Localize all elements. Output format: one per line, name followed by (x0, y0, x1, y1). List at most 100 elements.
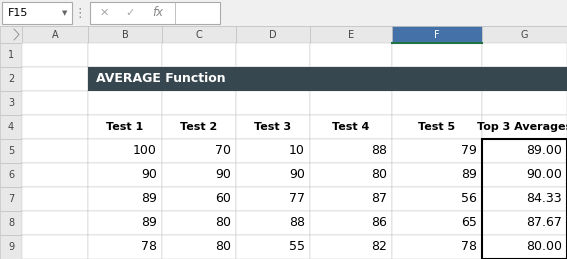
Bar (482, 187, 567, 211)
Text: 89: 89 (141, 192, 157, 205)
Text: 2: 2 (8, 74, 14, 84)
Text: Test 4: Test 4 (332, 122, 370, 132)
Bar (0, 211, 22, 235)
Bar (392, 187, 482, 211)
Text: 89.00: 89.00 (526, 145, 562, 157)
Bar (0, 91, 22, 115)
Bar (236, 139, 310, 163)
Bar (482, 163, 567, 187)
Text: ✓: ✓ (125, 8, 134, 18)
Text: 86: 86 (371, 217, 387, 229)
Text: 5: 5 (8, 146, 14, 156)
Text: 7: 7 (8, 194, 14, 204)
Bar (310, 211, 392, 235)
Text: 80: 80 (371, 169, 387, 182)
Bar (236, 235, 310, 259)
Bar (22, 139, 88, 163)
Bar (22, 235, 88, 259)
Text: Test 2: Test 2 (180, 122, 218, 132)
Bar (22, 91, 88, 115)
Text: 90: 90 (289, 169, 305, 182)
Bar (482, 235, 567, 259)
Text: 88: 88 (371, 145, 387, 157)
Text: 10: 10 (289, 145, 305, 157)
Bar (482, 211, 567, 235)
Text: 56: 56 (461, 192, 477, 205)
Bar (162, 115, 236, 139)
Bar (236, 67, 310, 91)
Bar (88, 115, 162, 139)
Bar (22, 26, 88, 43)
Text: 90: 90 (215, 169, 231, 182)
Bar (0, 115, 22, 139)
Text: 78: 78 (141, 241, 157, 254)
Bar (392, 235, 482, 259)
Text: 65: 65 (461, 217, 477, 229)
Text: 9: 9 (8, 242, 14, 252)
Bar (162, 43, 236, 67)
Bar (88, 91, 162, 115)
Bar (88, 26, 162, 43)
Bar (22, 163, 88, 187)
Text: Test 5: Test 5 (418, 122, 455, 132)
Text: 55: 55 (289, 241, 305, 254)
Bar (482, 91, 567, 115)
Bar (392, 43, 482, 67)
Text: F15: F15 (8, 8, 28, 18)
Bar (236, 43, 310, 67)
Text: 6: 6 (8, 170, 14, 180)
Bar (392, 115, 482, 139)
Bar (162, 91, 236, 115)
Bar (392, 26, 482, 43)
Bar (162, 187, 236, 211)
Bar (22, 43, 88, 67)
Bar (162, 163, 236, 187)
Bar (236, 115, 310, 139)
Text: F: F (434, 30, 440, 40)
Text: AVERAGE Function: AVERAGE Function (96, 73, 226, 85)
Text: 80.00: 80.00 (526, 241, 562, 254)
Text: 87.67: 87.67 (526, 217, 562, 229)
Bar (162, 235, 236, 259)
Text: 60: 60 (215, 192, 231, 205)
Bar (162, 139, 236, 163)
Bar (162, 211, 236, 235)
Bar (482, 115, 567, 139)
Text: Test 1: Test 1 (107, 122, 143, 132)
Bar (22, 187, 88, 211)
Bar (0, 187, 22, 211)
Text: Top 3 Averages: Top 3 Averages (477, 122, 567, 132)
Bar (0, 0, 567, 26)
Bar (482, 67, 567, 91)
Bar (88, 163, 162, 187)
Bar (0, 26, 22, 43)
Text: A: A (52, 30, 58, 40)
Bar (0, 43, 22, 67)
Text: 90.00: 90.00 (526, 169, 562, 182)
Bar (392, 163, 482, 187)
Bar (22, 67, 88, 91)
Bar (236, 187, 310, 211)
Bar (88, 67, 162, 91)
Bar (0, 235, 22, 259)
Bar (236, 163, 310, 187)
Bar (88, 43, 162, 67)
Bar (482, 139, 567, 163)
Text: 82: 82 (371, 241, 387, 254)
Bar (162, 67, 236, 91)
Bar (162, 26, 236, 43)
Text: 80: 80 (215, 241, 231, 254)
Text: ⋮: ⋮ (74, 6, 86, 19)
Bar (310, 187, 392, 211)
Text: 100: 100 (133, 145, 157, 157)
Text: 8: 8 (8, 218, 14, 228)
Bar (88, 235, 162, 259)
Bar (310, 91, 392, 115)
Text: G: G (521, 30, 528, 40)
Text: 78: 78 (461, 241, 477, 254)
Bar (0, 67, 22, 91)
Text: B: B (122, 30, 128, 40)
Bar (236, 26, 310, 43)
Text: 88: 88 (289, 217, 305, 229)
Text: C: C (196, 30, 202, 40)
